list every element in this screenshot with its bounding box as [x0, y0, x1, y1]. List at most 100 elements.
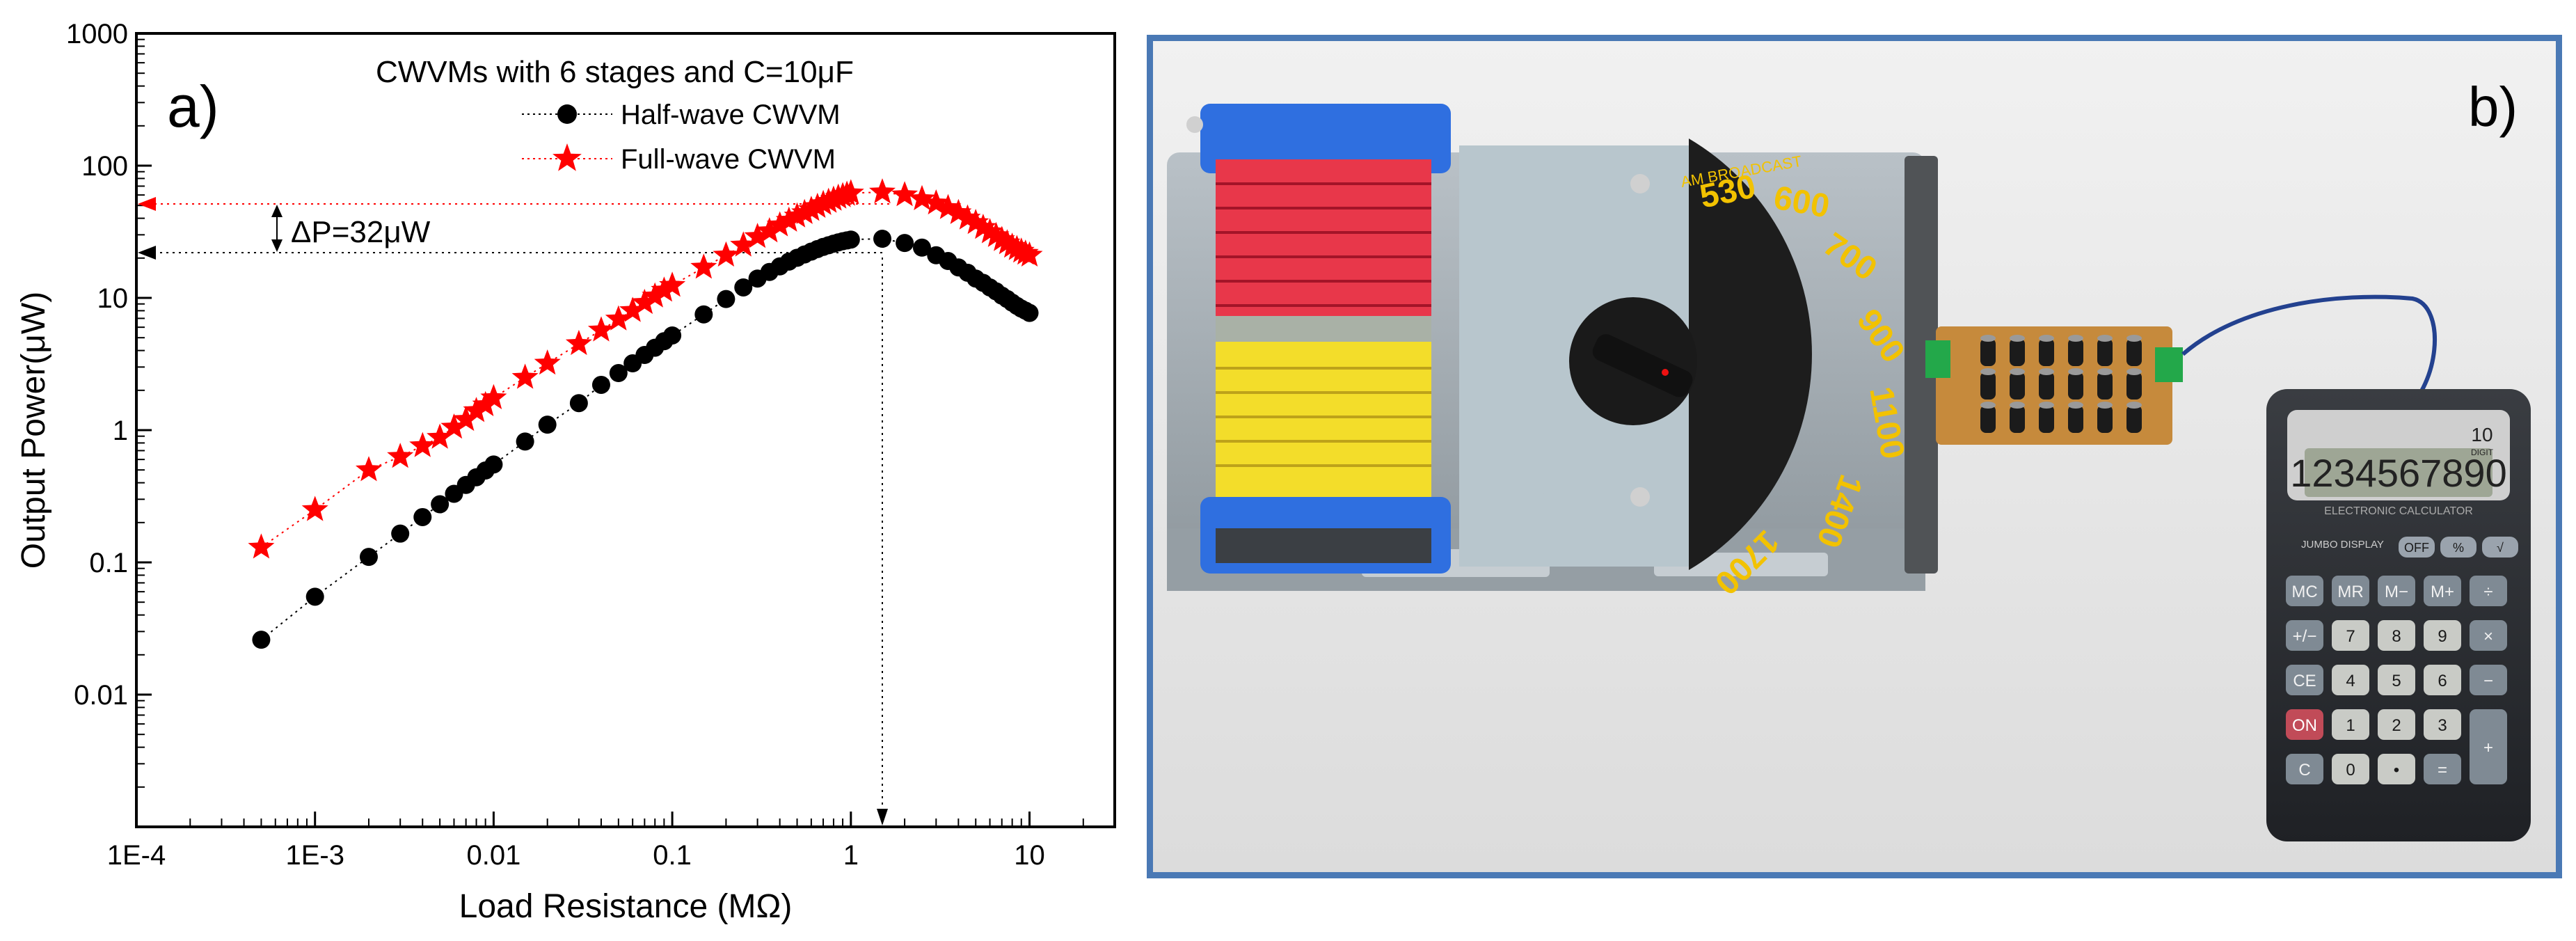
calculator-top-keys: OFF% √ [2399, 537, 2518, 558]
data-point-full-wave [784, 202, 811, 228]
calc-key-label: √ [2497, 541, 2504, 555]
data-point-full-wave [452, 406, 479, 432]
data-point-full-wave [730, 231, 757, 257]
data-point-full-wave [690, 253, 717, 279]
capacitor [2010, 372, 2025, 400]
legend-marker-half-wave [557, 104, 577, 124]
y-tick-label: 100 [81, 151, 128, 182]
calculator-display: 1234567890 [2290, 451, 2506, 495]
digit-badge: 10 [2471, 424, 2492, 445]
capacitor [2126, 372, 2142, 400]
data-point-half-wave [569, 394, 588, 413]
data-point-half-wave [359, 548, 378, 567]
calc-key [2378, 709, 2415, 740]
capacitor-top [2126, 368, 2142, 375]
capacitor-top [1980, 402, 1996, 409]
jumbo-display-label: JUMBO DISPLAY [2301, 539, 2384, 551]
data-point-half-wave [391, 524, 410, 543]
capacitor-array [1980, 335, 2142, 433]
calc-key [2424, 576, 2461, 606]
capacitor-top [2097, 402, 2113, 409]
mount-screw [1630, 487, 1650, 507]
chart-title: CWVMs with 6 stages and C=10μF [376, 55, 854, 89]
data-point-half-wave [609, 364, 628, 383]
calc-key [2482, 537, 2518, 558]
calc-key [2440, 537, 2476, 558]
capacitor-top [2126, 335, 2142, 342]
data-point-full-wave [908, 184, 935, 210]
calc-key-label: CE [2293, 672, 2316, 690]
capacitor-top [1980, 368, 1996, 375]
x-tick-label: 1E-3 [285, 840, 344, 871]
calc-key-label: ON [2292, 716, 2317, 735]
capacitor [1980, 338, 1996, 366]
calc-key [2424, 754, 2461, 784]
capacitor-top [2097, 368, 2113, 375]
calc-key-label: 4 [2346, 672, 2355, 690]
calc-key [2378, 754, 2415, 784]
data-point-full-wave [511, 363, 539, 389]
data-point-full-wave [642, 282, 669, 308]
delta-p-arrowhead-down [271, 239, 283, 252]
legend-label-full-wave: Full-wave CWVM [621, 144, 836, 175]
calc-key-label: ÷ [2483, 583, 2492, 601]
data-point-half-wave [1020, 303, 1039, 322]
data-point-full-wave [935, 193, 962, 219]
x-tick-label: 10 [1014, 840, 1045, 871]
delta-p-label: ΔP=32μW [291, 215, 431, 249]
x-tick-label: 0.01 [466, 840, 520, 871]
capacitor [1980, 372, 1996, 400]
data-point-half-wave [484, 455, 503, 474]
calc-key [2470, 620, 2507, 651]
data-point-full-wave [756, 217, 783, 243]
data-point-full-wave [631, 288, 658, 315]
capacitor-top [2010, 335, 2025, 342]
cwvm-circuit-board [1925, 326, 2183, 445]
capacitor [2068, 338, 2083, 366]
calc-key-label: 0 [2346, 761, 2355, 780]
data-point-full-wave [766, 211, 793, 237]
calc-key [2424, 665, 2461, 695]
calc-key [2424, 620, 2461, 651]
data-point-half-wave [413, 507, 432, 526]
data-point-half-wave [873, 230, 892, 248]
panel-b-label: b) [2468, 76, 2518, 138]
calc-key-label: 8 [2392, 627, 2401, 646]
data-point-full-wave [659, 271, 686, 297]
legend-marker-full-wave [552, 143, 582, 171]
data-point-half-wave [663, 326, 682, 345]
legend-label-half-wave: Half-wave CWVM [621, 100, 841, 130]
capacitor-top [2097, 335, 2113, 342]
data-point-half-wave [516, 432, 534, 451]
data-point-full-wave [463, 397, 490, 422]
data-point-full-wave [356, 456, 382, 482]
calc-key [2286, 665, 2323, 695]
data-point-full-wave [945, 198, 972, 224]
plot-frame [135, 32, 1116, 828]
y-axis-ticks: 0.01 0.1 1 10 100 1000 [66, 19, 152, 788]
data-point-full-wave [962, 209, 989, 235]
data-point-half-wave [717, 290, 736, 308]
data-point-half-wave [912, 238, 931, 257]
data-point-full-wave [427, 423, 454, 449]
data-point-full-wave [994, 229, 1021, 255]
calc-key-label: • [2394, 761, 2399, 780]
x-tick-label: 1E-4 [107, 840, 166, 871]
calc-key [2286, 620, 2323, 651]
optimal-load-arrowhead [877, 809, 888, 825]
data-point-half-wave [305, 587, 324, 606]
capacitor [2010, 405, 2025, 433]
data-point-half-wave [538, 416, 557, 434]
calc-key-label: 7 [2346, 627, 2355, 646]
x-axis-ticks: 1E-4 1E-3 0.01 0.1 1 10 [107, 812, 1115, 871]
y-tick-label: 0.01 [74, 680, 128, 711]
data-point-full-wave [409, 432, 436, 457]
data-point-half-wave [734, 278, 753, 296]
y-tick-label: 0.1 [89, 548, 128, 578]
calc-key-label: 3 [2438, 716, 2447, 735]
calc-key-label: 1 [2346, 716, 2355, 735]
data-point-full-wave [565, 329, 592, 356]
device-photo: b) [1147, 35, 2562, 878]
data-point-full-wave [619, 296, 646, 322]
